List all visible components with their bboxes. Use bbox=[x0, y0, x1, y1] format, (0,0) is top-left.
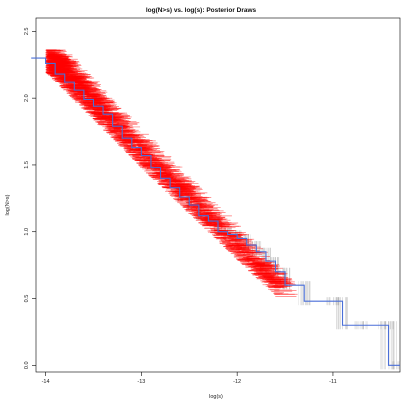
x-tick-label: -14 bbox=[42, 379, 50, 385]
chart-title: log(N>s) vs. log(s): Posterior Draws bbox=[146, 7, 257, 14]
y-axis-label: log(N>s) bbox=[5, 194, 11, 215]
y-tick-label: 0.5 bbox=[24, 295, 30, 303]
x-tick-label: -11 bbox=[329, 379, 337, 385]
x-tick-label: -13 bbox=[137, 379, 145, 385]
y-tick-label: 2.5 bbox=[24, 28, 30, 36]
posterior-draws-layer bbox=[45, 49, 298, 297]
plot-frame bbox=[35, 17, 401, 373]
y-tick-label: 0.0 bbox=[24, 361, 30, 369]
y-tick-label: 1.5 bbox=[24, 161, 30, 169]
y-tick-label: 2.0 bbox=[24, 94, 30, 102]
axes-layer: -14 -13 -12 -11 0.0 0.5 1.0 1.5 2.0 2.5 bbox=[24, 17, 401, 385]
observed-step-layer bbox=[31, 57, 400, 366]
y-tick-label: 1.0 bbox=[24, 228, 30, 236]
observed-step-line bbox=[31, 57, 400, 366]
uncertainty-bands-layer bbox=[177, 183, 401, 370]
x-axis-label: log(s) bbox=[209, 394, 223, 400]
x-tick-label: -12 bbox=[233, 379, 241, 385]
